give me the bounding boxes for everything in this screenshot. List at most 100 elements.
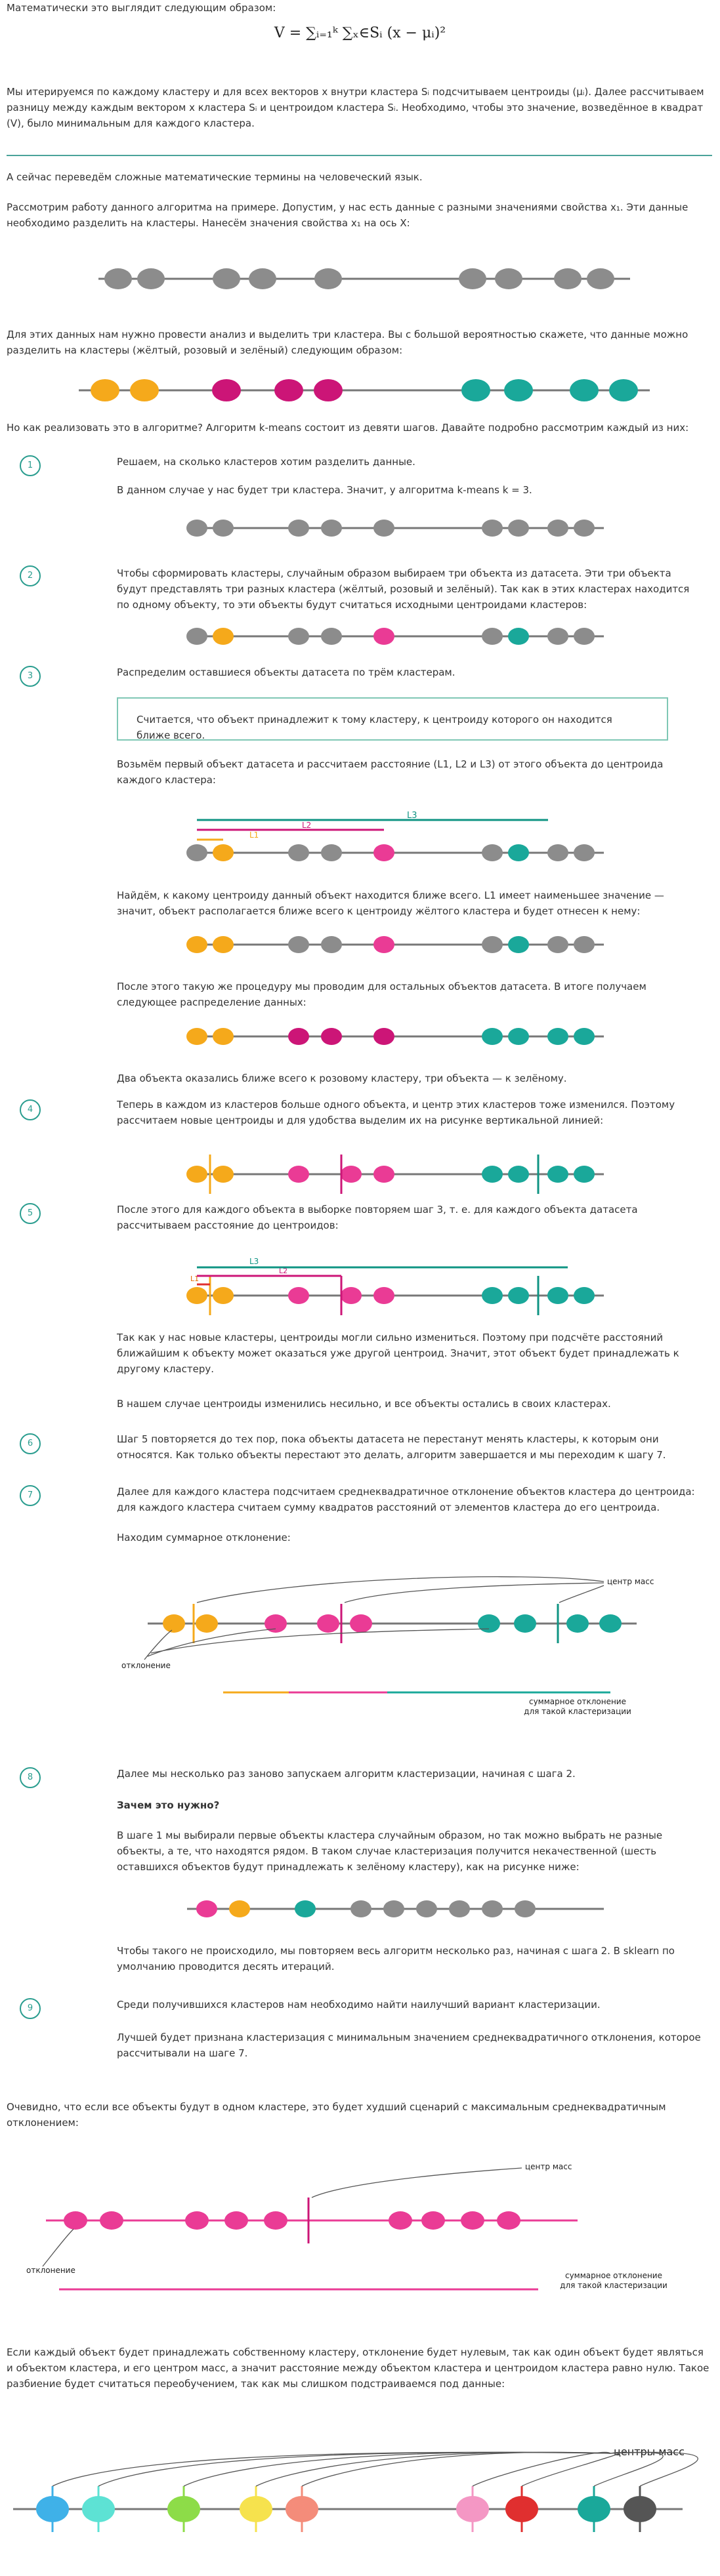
data-point [314,379,343,401]
data-point [100,2211,123,2230]
data-point [570,379,599,401]
data-point [224,2211,248,2230]
data-point [186,628,207,645]
data-point [288,844,309,861]
data-point [130,379,159,401]
deviation-label: отклонение [121,1661,171,1670]
data-point [547,844,568,861]
data-point [547,1028,568,1045]
data-point [274,379,303,401]
data-point [508,1028,529,1045]
data-point [497,2211,520,2230]
step-number-6: 6 [20,1433,41,1454]
data-point [574,844,595,861]
diagram-step1 [186,520,604,537]
data-point [416,1900,437,1917]
data-point [587,268,614,289]
step5-result-text: В нашем случае центроиды изменились неси… [117,1398,611,1410]
data-point [186,1028,207,1045]
center-mass-label: центр масс [525,2162,572,2171]
step7-total-text: Находим суммарное отклонение: [117,1532,291,1544]
data-point [389,2211,412,2230]
diagram-step3-all [186,1028,604,1045]
total-deviation-label: для такой кластеризации [560,2281,667,2290]
data-point [508,844,529,861]
data-point [288,936,309,953]
total-deviation-label: для такой кластеризации [524,1707,631,1716]
data-point [288,1287,309,1304]
centers-mass-label: центры масс [614,2445,685,2458]
intro-text: Математически это выглядит следующим обр… [7,2,276,14]
data-point [508,1166,529,1183]
data-point [186,844,207,861]
data-point [505,2496,538,2522]
data-point [456,2496,489,2522]
data-point [350,1614,372,1633]
data-point [478,1614,500,1633]
data-point [229,1900,250,1917]
data-point [508,936,529,953]
data-point [461,2211,484,2230]
step8-explain-text: В шаге 1 мы выбирали первые объекты клас… [117,1830,663,1873]
data-point [482,628,503,645]
data-point [288,1028,309,1045]
diagram-step5-distances: L1 L2 L3 [186,1257,604,1315]
data-point [421,2211,445,2230]
label-L2: L2 [302,821,311,830]
data-point [373,844,394,861]
data-point [574,520,595,537]
arrow [147,1628,276,1657]
step4-text: Теперь в каждом из кластеров больше одно… [117,1099,675,1126]
data-point [341,1287,362,1304]
data-point [482,936,503,953]
paragraph-worst: Очевидно, что если все объекты будут в о… [7,2101,666,2129]
data-point [515,1900,536,1917]
data-point [574,936,595,953]
deviation-label: отклонение [26,2266,75,2275]
data-point [547,628,568,645]
arrow [144,1629,173,1660]
step1-text-k: В данном случае у нас будет три кластера… [117,484,532,496]
data-point [240,2496,272,2522]
arrow [196,1576,604,1603]
data-point [554,268,582,289]
data-point [508,520,529,537]
paragraph-overfit: Если каждый объект будет принадлежать со… [7,2346,709,2390]
data-point [213,628,234,645]
data-point [495,268,522,289]
data-point [547,1166,568,1183]
label-L2: L2 [279,1267,287,1275]
step-number-5: 5 [20,1203,41,1224]
data-point [321,844,342,861]
step8-text: Далее мы несколько раз заново запускаем … [117,1768,576,1780]
diagram-raw-data [98,268,630,289]
data-point [295,1900,316,1917]
center-mass-label: центр масс [607,1577,654,1586]
data-point [482,520,503,537]
paragraph-how: Но как реализовать это в алгоритме? Алго… [7,422,689,434]
label-L1: L1 [249,830,259,840]
data-point [383,1900,404,1917]
arrow [255,2451,611,2487]
data-point [373,1166,394,1183]
diagram-single-cluster: центр масс отклонение суммарное отклонение… [26,2162,667,2291]
data-point [321,1028,342,1045]
data-point [482,1900,503,1917]
arrow [610,2451,698,2487]
data-point [91,379,119,401]
data-point [373,628,394,645]
data-point [578,2496,610,2522]
data-point [547,520,568,537]
label-L3: L3 [407,811,417,821]
data-point [213,936,234,953]
diagram-step8-bad-init [187,1900,604,1917]
data-point [213,520,234,537]
data-point [104,268,132,289]
diagram-step3-assigned [186,936,604,953]
diagram-step2 [186,628,604,645]
data-point [212,379,241,401]
arrow [301,2451,611,2487]
arrow [344,1582,604,1603]
arrow [521,2451,621,2487]
data-point [574,1287,595,1304]
